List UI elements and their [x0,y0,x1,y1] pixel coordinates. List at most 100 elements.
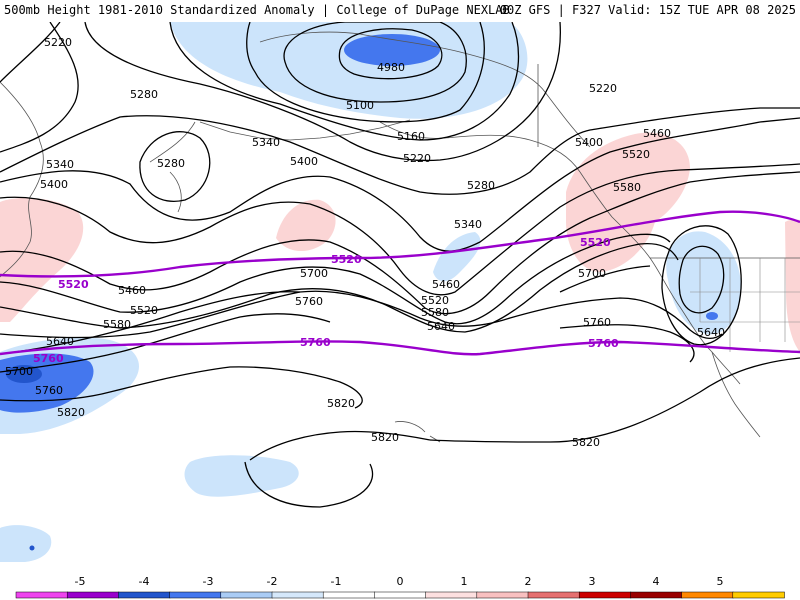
state-border [690,291,800,323]
contour-label: 5760 [35,384,63,397]
contour-label: 5340 [252,136,280,149]
colorbar-segment [425,591,478,599]
reference-label: 5520 [580,236,611,249]
weather-map: 5220 4980 5280 5100 5220 5160 5220 5340 … [0,22,800,562]
colorbar-segment [476,591,529,599]
contour-label: 5700 [578,267,606,280]
contour-5400-main [0,163,800,296]
contour-5220-main [84,22,562,162]
contour-5040-alaska [283,22,467,103]
contour-label: 5760 [295,295,323,308]
contour-label: 5640 [697,326,725,339]
colorbar-segments [15,591,785,599]
colorbar-tick-label: -1 [331,575,342,588]
colorbar-tick-label: 1 [461,575,468,588]
coastline-asia [0,81,44,278]
colorbar-tick-label: 2 [525,575,532,588]
contour-low-west-coast-inner [678,245,725,314]
contour-label: 5280 [467,179,495,192]
colorbar-tick-label: 5 [717,575,724,588]
contour-label: 5100 [346,99,374,112]
coastline-hawaii [394,421,441,443]
colorbar-segment [681,591,734,599]
contour-label: 5280 [130,88,158,101]
contour-label: 5460 [432,278,460,291]
colorbar-segment [169,591,222,599]
colorbar-segment [527,591,580,599]
contour-label: 5340 [454,218,482,231]
height-contours [0,22,800,508]
contour-label: 5220 [44,36,72,49]
reference-label: 5760 [300,336,331,349]
contour-label: 5640 [46,335,74,348]
colorbar-tick-label: -3 [203,575,214,588]
coastlines [0,31,800,443]
map-header: 500mb Height 1981-2010 Standardized Anom… [0,0,800,22]
anomaly-colorbar: -5 -4 -3 -2 -1 0 1 2 3 4 5 [15,575,785,599]
contour-label: 5640 [427,320,455,333]
contour-label: 5280 [157,157,185,170]
contour-5220-west [0,22,61,83]
reference-labels: 5520 5520 5520 5760 5760 5760 [33,236,619,365]
coastline-alaska [259,31,591,148]
model-run-info: 00Z GFS | F327 Valid: 15Z TUE APR 08 202… [499,3,796,17]
colorbar-segment [578,591,632,599]
contour-5820-south [244,461,374,508]
colorbar-segment [322,591,376,599]
colorbar-tick-label: -4 [139,575,150,588]
contour-label: 5520 [421,294,449,307]
anomaly-red-central-ridge [276,199,336,252]
contour-5520-main [0,233,671,325]
reference-line-5760 [0,340,800,356]
state-border [699,258,786,352]
contour-5580-main [0,242,679,333]
contour-labels: 5220 4980 5280 5100 5220 5160 5220 5340 … [5,36,725,449]
colorbar-segment [66,591,120,599]
reference-label: 5520 [331,253,362,266]
anomaly-red-east-edge [785,219,800,352]
coastline-aleutians [199,119,411,141]
contour-label: 5700 [300,267,328,280]
colorbar-segment [374,591,427,599]
map-title: 500mb Height 1981-2010 Standardized Anom… [4,3,510,17]
contour-label: 5580 [421,306,449,319]
coastline-north-america-west [579,171,741,385]
contour-5160 [169,22,520,141]
contour-5820-main [0,366,363,409]
contour-label: 5520 [130,304,158,317]
contour-label: 5220 [589,82,617,95]
contour-label: 5220 [403,152,431,165]
colorbar-segment [220,591,273,599]
contour-5340-main [0,117,800,252]
reference-label: 5760 [33,352,64,365]
contour-low-west-coast-outer [661,225,742,346]
colorbar-tick-label: 0 [397,575,404,588]
colorbar-tick-label: 3 [589,575,596,588]
coastline-baja [711,351,761,438]
contour-label: 5160 [397,130,425,143]
contour-label: 5460 [118,284,146,297]
contour-5820-hawaii [249,430,431,461]
contour-label: 5520 [622,148,650,161]
anomaly-blue-small-core [29,545,35,551]
contour-5700-east [559,265,651,293]
anomaly-red-northwest-pacific [0,197,84,322]
contour-5820-east [429,357,800,443]
anomaly-blue-core-alaska [344,34,440,66]
coastline-alaska-south [379,121,581,173]
contour-label: 5340 [46,158,74,171]
contour-label: 5820 [327,397,355,410]
contour-label: 5580 [103,318,131,331]
colorbar-tick-labels: -5 -4 -3 -2 -1 0 1 2 3 4 5 [75,575,724,588]
reference-label: 5760 [588,337,619,350]
colorbar-segment [15,591,68,599]
colorbar-tick-label: 4 [653,575,660,588]
state-borders [690,258,800,352]
contour-5700-main [0,291,301,355]
colorbar-segment [732,591,785,599]
contour-label: 5400 [40,178,68,191]
contour-label: 5400 [290,155,318,168]
reference-line-5520 [0,210,800,278]
contour-5760-main [0,313,331,373]
colorbar-segment [118,591,171,599]
